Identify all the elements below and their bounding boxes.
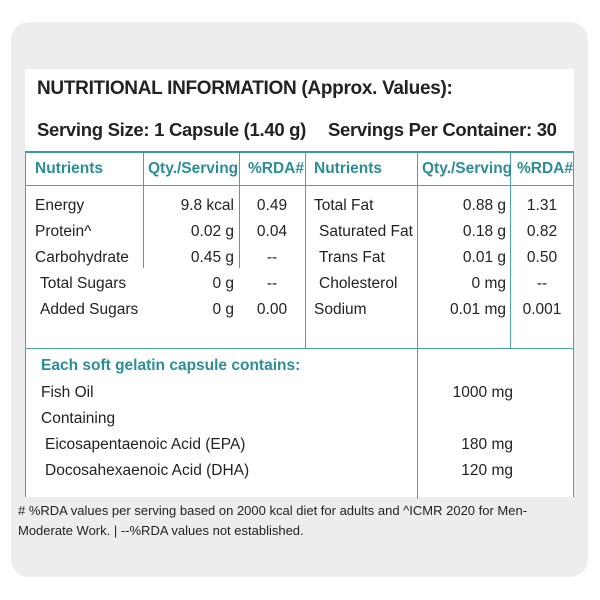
nutrient-rda: 0.00 bbox=[256, 301, 288, 318]
footnote: # %RDA values per serving based on 2000 … bbox=[18, 503, 528, 538]
header-qty-right: Qty./Serving bbox=[422, 160, 513, 177]
ingredient-name: Fish Oil bbox=[41, 384, 94, 401]
nutrient-qty: 9.8 kcal bbox=[180, 197, 234, 214]
serving-size: Serving Size: 1 Capsule (1.40 g) bbox=[37, 119, 307, 140]
nutrient-name: Total Fat bbox=[314, 197, 374, 214]
nutrient-name: Protein^ bbox=[35, 223, 92, 240]
nutrient-qty: 0.18 g bbox=[462, 223, 506, 240]
header-rda-left: %RDA# bbox=[248, 160, 304, 177]
nutrition-table: Nutrients Qty./Serving %RDA# Nutrients Q… bbox=[25, 151, 574, 499]
nutrient-qty: 0.02 g bbox=[190, 223, 234, 240]
ingredient-qty: 120 mg bbox=[461, 462, 513, 479]
nutrient-name: Trans Fat bbox=[319, 249, 385, 266]
nutrient-name: Total Sugars bbox=[40, 275, 127, 292]
panel-title: NUTRITIONAL INFORMATION (Approx. Values)… bbox=[37, 78, 453, 99]
table-rule bbox=[239, 153, 240, 268]
nutrient-qty: 0.01 g bbox=[462, 249, 506, 266]
nutrient-qty: 0.01 mg bbox=[449, 301, 506, 318]
nutrition-panel: NUTRITIONAL INFORMATION (Approx. Values)… bbox=[25, 69, 574, 499]
nutrient-name: Saturated Fat bbox=[319, 223, 413, 240]
ingredient-qty: 180 mg bbox=[461, 436, 513, 453]
nutrient-rda: -- bbox=[266, 249, 278, 266]
ingredient-name: Docosahexaenoic Acid (DHA) bbox=[45, 462, 250, 479]
servings-per-container: Servings Per Container: 30 bbox=[328, 119, 557, 140]
nutrient-qty: 0 mg bbox=[471, 275, 506, 292]
nutrient-name: Carbohydrate bbox=[35, 249, 129, 266]
capsule-heading: Each soft gelatin capsule contains: bbox=[41, 357, 301, 374]
nutrient-name: Energy bbox=[35, 197, 85, 214]
ingredient-name: Containing bbox=[41, 410, 116, 427]
table-rule bbox=[417, 348, 418, 499]
nutrient-qty: 0.88 g bbox=[462, 197, 506, 214]
ingredient-name: Eicosapentaenoic Acid (EPA) bbox=[45, 436, 246, 453]
header-rda-right: %RDA# bbox=[517, 160, 573, 177]
nutrient-rda: 0.50 bbox=[526, 249, 558, 266]
ingredient-qty: 1000 mg bbox=[452, 384, 513, 401]
table-rule bbox=[26, 348, 573, 349]
nutrient-rda: 0.82 bbox=[526, 223, 558, 240]
nutrient-qty: 0 g bbox=[212, 275, 234, 292]
table-rule bbox=[143, 153, 144, 268]
nutrient-rda: 0.04 bbox=[256, 223, 288, 240]
nutrient-name: Cholesterol bbox=[319, 275, 398, 292]
nutrient-qty: 0 g bbox=[212, 301, 234, 318]
nutrient-rda: -- bbox=[536, 275, 548, 292]
header-qty-left: Qty./Serving bbox=[148, 160, 239, 177]
table-rule bbox=[26, 185, 573, 186]
nutrient-rda: 1.31 bbox=[526, 197, 558, 214]
nutrient-name: Sodium bbox=[314, 301, 367, 318]
table-rule bbox=[510, 153, 511, 348]
nutrient-name: Added Sugars bbox=[40, 301, 139, 318]
table-rule bbox=[305, 153, 306, 348]
nutrient-rda: 0.001 bbox=[522, 301, 562, 318]
header-nutrients-left: Nutrients bbox=[35, 160, 104, 177]
nutrient-qty: 0.45 g bbox=[190, 249, 234, 266]
nutrient-rda: -- bbox=[266, 275, 278, 292]
table-rule bbox=[417, 153, 418, 348]
nutrient-rda: 0.49 bbox=[256, 197, 288, 214]
header-nutrients-right: Nutrients bbox=[314, 160, 383, 177]
